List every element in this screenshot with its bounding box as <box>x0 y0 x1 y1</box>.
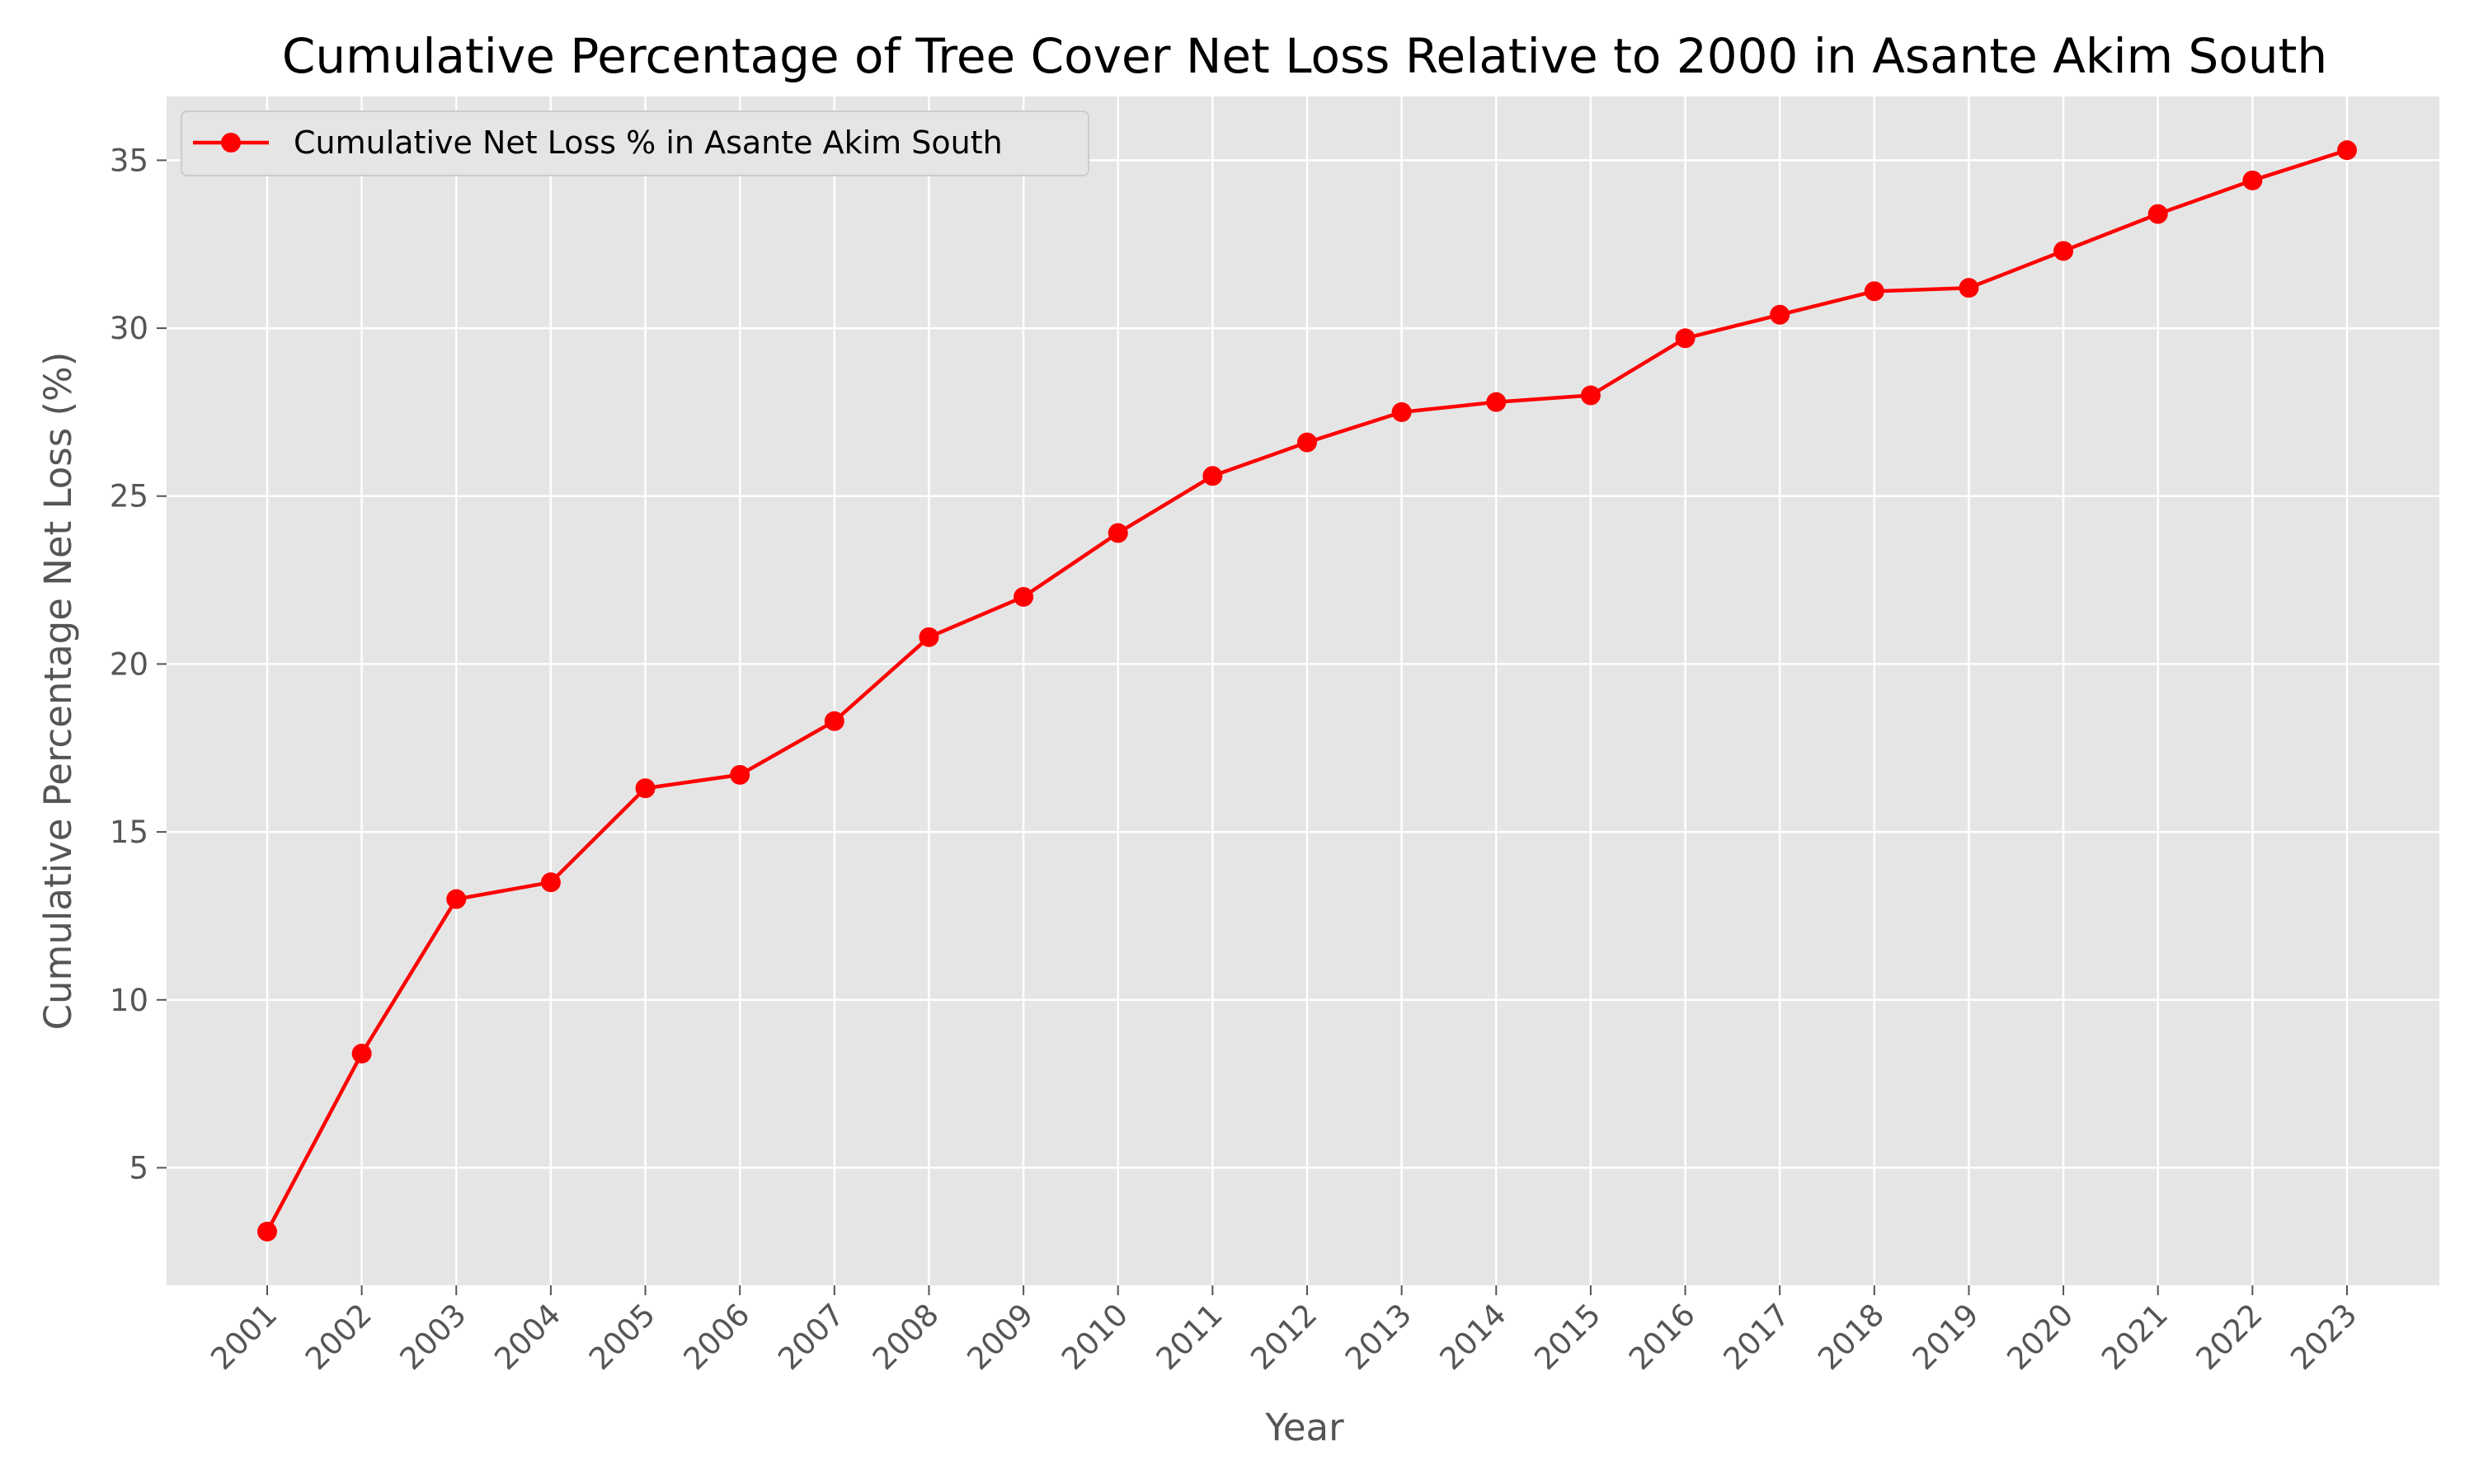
x-tick-label: 2022 <box>2189 1297 2269 1377</box>
x-tick-label: 2015 <box>1527 1297 1607 1377</box>
y-tick-label: 10 <box>110 983 148 1018</box>
data-point <box>1297 432 1317 453</box>
data-point <box>2053 241 2074 261</box>
series-layer <box>257 140 2357 1242</box>
y-axis-label: Cumulative Percentage Net Loss (%) <box>36 352 80 1031</box>
data-point <box>1959 278 1979 298</box>
data-point <box>824 711 844 731</box>
data-point <box>1202 466 1223 486</box>
y-tick-label: 30 <box>110 311 148 346</box>
legend-label: Cumulative Net Loss % in Asante Akim Sou… <box>294 124 1003 161</box>
grid-lines <box>167 96 2439 1285</box>
x-axis-label: Year <box>1264 1406 1344 1449</box>
x-tick-label: 2006 <box>677 1297 757 1377</box>
data-point <box>1675 328 1696 349</box>
x-tick-label: 2011 <box>1150 1297 1230 1377</box>
x-tick-label: 2018 <box>1811 1297 1891 1377</box>
data-point <box>730 764 750 785</box>
y-tick-label: 15 <box>110 815 148 850</box>
x-tick-label: 2009 <box>960 1297 1040 1377</box>
data-point <box>1486 392 1507 412</box>
data-point <box>446 889 467 909</box>
x-axis-ticks: 2001 2002 2003 2004 2005 2006 2007 2008 2009 2010… <box>204 1285 2363 1377</box>
x-tick-label: 2010 <box>1055 1297 1135 1377</box>
x-tick-label: 2021 <box>2095 1297 2175 1377</box>
x-tick-label: 2017 <box>1717 1297 1797 1377</box>
legend: Cumulative Net Loss % in Asante Akim Sou… <box>181 110 1089 176</box>
data-point <box>1391 402 1412 422</box>
legend-marker-swatch <box>221 133 241 153</box>
x-tick-label: 2013 <box>1338 1297 1418 1377</box>
x-tick-label: 2014 <box>1433 1297 1513 1377</box>
x-tick-label: 2023 <box>2284 1297 2363 1377</box>
y-tick-label: 20 <box>110 646 148 682</box>
x-tick-label: 2008 <box>866 1297 946 1377</box>
data-point <box>2147 204 2168 224</box>
legend-box <box>181 110 1089 176</box>
x-tick-label: 2003 <box>393 1297 473 1377</box>
data-point <box>257 1221 277 1242</box>
plot-area <box>167 96 2439 1285</box>
data-point <box>351 1043 372 1064</box>
chart-title: Cumulative Percentage of Tree Cover Net … <box>282 28 2327 84</box>
y-tick-label: 25 <box>110 479 148 514</box>
x-tick-label: 2012 <box>1244 1297 1324 1377</box>
data-point <box>1770 304 1790 325</box>
data-point <box>2337 140 2357 161</box>
data-point <box>2242 170 2263 190</box>
data-point <box>635 778 656 799</box>
x-tick-label: 2020 <box>2000 1297 2080 1377</box>
x-tick-label: 2005 <box>582 1297 662 1377</box>
x-tick-label: 2002 <box>299 1297 379 1377</box>
data-point <box>919 627 939 647</box>
y-tick-label: 5 <box>129 1150 148 1186</box>
data-point <box>1108 523 1128 543</box>
x-tick-label: 2004 <box>487 1297 567 1377</box>
x-tick-label: 2019 <box>1906 1297 1986 1377</box>
x-tick-label: 2007 <box>771 1297 851 1377</box>
y-tick-label: 35 <box>110 143 148 178</box>
data-point <box>1014 586 1034 607</box>
y-axis-ticks: 5 10 15 20 25 30 35 <box>110 143 167 1186</box>
x-tick-label: 2001 <box>204 1297 284 1377</box>
data-point <box>1864 281 1884 302</box>
x-tick-label: 2016 <box>1622 1297 1702 1377</box>
data-point <box>1580 385 1601 406</box>
data-point <box>540 872 561 893</box>
